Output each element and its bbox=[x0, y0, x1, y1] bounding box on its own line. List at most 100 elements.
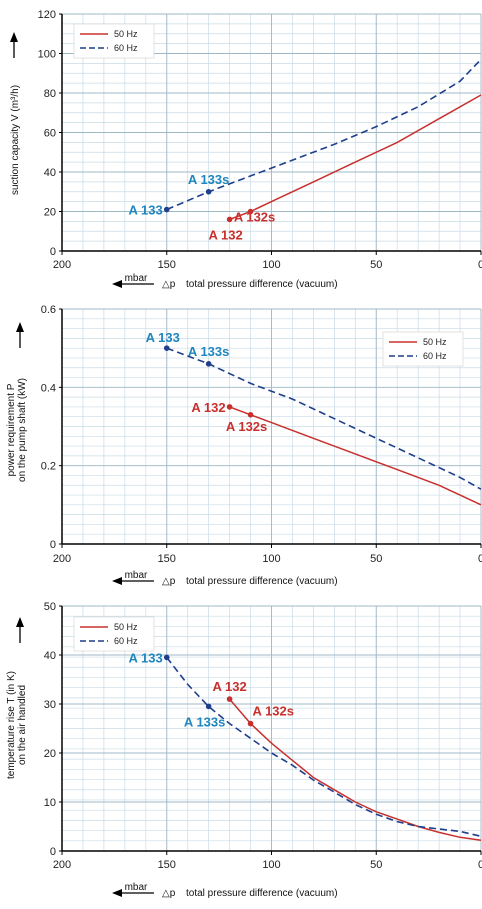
data-point-label: A 132 bbox=[208, 227, 242, 242]
x-axis-unit: mbar bbox=[125, 882, 148, 893]
legend-box bbox=[73, 616, 155, 652]
data-point-label: A 133s bbox=[188, 172, 229, 187]
legend-label-s50: 50 Hz bbox=[114, 29, 138, 39]
x-axis-label: mbar △p total pressure difference (vacuum) bbox=[112, 273, 338, 290]
x-tick-label: 50 bbox=[370, 553, 382, 565]
data-point bbox=[247, 208, 254, 215]
data-point-label: A 133 bbox=[146, 330, 180, 345]
series-line-s50 bbox=[229, 698, 482, 841]
legend-box bbox=[382, 331, 464, 367]
data-point bbox=[247, 411, 254, 418]
y-axis-label-text: suction capacity V (m³/h) bbox=[10, 85, 21, 195]
y-axis-label-line-2: on the air handled bbox=[17, 685, 28, 765]
y-tick-label: 40 bbox=[44, 650, 56, 662]
data-point bbox=[163, 654, 170, 661]
data-point bbox=[226, 404, 233, 410]
x-axis-arrow-icon bbox=[112, 889, 122, 897]
x-tick-label: 100 bbox=[262, 259, 280, 271]
x-axis-symbol: △p bbox=[162, 888, 176, 899]
series-line-s50 bbox=[229, 406, 482, 506]
x-tick-label: 200 bbox=[53, 859, 71, 871]
y-tick-label: 0 bbox=[50, 246, 56, 258]
y-tick-label: 80 bbox=[44, 88, 56, 100]
data-point bbox=[226, 696, 233, 702]
y-tick-label: 20 bbox=[44, 748, 56, 760]
y-tick-label: 0.2 bbox=[41, 461, 56, 473]
legend: 50 Hz 60 Hz bbox=[73, 616, 155, 652]
y-axis-arrow-icon bbox=[16, 322, 24, 332]
series-line-s60 bbox=[166, 58, 482, 211]
y-axis-label-line-1: power requirement P bbox=[6, 383, 17, 476]
legend: 50 Hz 60 Hz bbox=[73, 23, 155, 59]
data-point-label: A 132 bbox=[191, 400, 225, 415]
y-tick-label: 20 bbox=[44, 207, 56, 219]
x-axis-label-text: total pressure difference (vacuum) bbox=[186, 576, 338, 587]
legend-label-s60: 60 Hz bbox=[114, 43, 138, 53]
chart-panel-3: 0 10 20 30 40 50 200 150 100 50 0 temperature rise … bbox=[6, 601, 482, 899]
x-tick-label: 150 bbox=[158, 259, 176, 271]
x-tick-label: 50 bbox=[370, 259, 382, 271]
data-point-label: A 133s bbox=[184, 714, 225, 729]
y-tick-label: 0 bbox=[50, 846, 56, 858]
data-point bbox=[247, 720, 254, 727]
y-axis-arrow-icon bbox=[16, 617, 24, 627]
x-axis-label: mbar △p total pressure difference (vacuum) bbox=[112, 570, 338, 587]
legend-label-s60: 60 Hz bbox=[423, 351, 447, 361]
x-axis-arrow-icon bbox=[112, 280, 122, 288]
legend-label-s50: 50 Hz bbox=[114, 622, 138, 632]
y-axis-label: temperature rise T (in K) on the air hand… bbox=[6, 671, 28, 779]
y-axis-label: suction capacity V (m³/h) bbox=[10, 85, 21, 195]
data-point-label: A 132s bbox=[253, 704, 294, 719]
x-axis-unit: mbar bbox=[125, 273, 148, 284]
x-tick-label: 100 bbox=[262, 553, 280, 565]
y-tick-label: 40 bbox=[44, 167, 56, 179]
series-group bbox=[166, 58, 482, 221]
x-tick-label: 100 bbox=[262, 859, 280, 871]
x-tick-label: 150 bbox=[158, 859, 176, 871]
series-group bbox=[166, 657, 482, 841]
series-line-s60 bbox=[166, 347, 482, 490]
data-point-label: A 133s bbox=[188, 344, 229, 359]
data-point-label: A 132s bbox=[234, 210, 275, 225]
x-axis-label-text: total pressure difference (vacuum) bbox=[186, 279, 338, 290]
data-point-label: A 132 bbox=[212, 679, 246, 694]
data-point-label: A 133 bbox=[129, 650, 163, 665]
y-tick-label: 50 bbox=[44, 601, 56, 613]
y-tick-label: 10 bbox=[44, 797, 56, 809]
chart-panel-1: 0 20 40 60 80 100 120 200 150 100 50 0 suction capac… bbox=[10, 9, 482, 290]
x-axis-unit: mbar bbox=[125, 570, 148, 581]
x-tick-label: 0 bbox=[478, 859, 482, 871]
data-point-label: A 132s bbox=[226, 419, 267, 434]
x-tick-label: 200 bbox=[53, 259, 71, 271]
x-axis-arrow-icon bbox=[112, 577, 122, 585]
x-tick-label: 200 bbox=[53, 553, 71, 565]
points-group: A 133 A 133s A 132 A 132s bbox=[129, 650, 294, 729]
series-group bbox=[166, 347, 482, 506]
y-tick-label: 0.6 bbox=[41, 304, 56, 316]
y-axis-label-line-1: temperature rise T (in K) bbox=[6, 671, 17, 779]
y-tick-label: 0 bbox=[50, 539, 56, 551]
x-tick-label: 0 bbox=[478, 259, 482, 271]
y-axis-label-line-2: on the pump shaft (kW) bbox=[17, 378, 28, 482]
y-tick-label: 100 bbox=[38, 49, 56, 61]
x-tick-label: 50 bbox=[370, 859, 382, 871]
data-point bbox=[205, 361, 212, 367]
y-tick-label: 30 bbox=[44, 699, 56, 711]
legend: 50 Hz 60 Hz bbox=[382, 331, 464, 367]
x-axis-symbol: △p bbox=[162, 279, 176, 290]
series-line-s60 bbox=[166, 657, 482, 838]
legend-label-s60: 60 Hz bbox=[114, 636, 138, 646]
data-point bbox=[163, 206, 170, 213]
x-axis-label-text: total pressure difference (vacuum) bbox=[186, 888, 338, 899]
series-line-s50 bbox=[229, 94, 482, 221]
y-tick-label: 120 bbox=[38, 9, 56, 21]
y-tick-label: 60 bbox=[44, 128, 56, 140]
x-axis-symbol: △p bbox=[162, 576, 176, 587]
x-tick-label: 0 bbox=[478, 553, 482, 565]
x-axis-label: mbar △p total pressure difference (vacuum) bbox=[112, 882, 338, 899]
y-axis-arrow-icon bbox=[10, 32, 18, 42]
y-tick-label: 0.4 bbox=[41, 382, 56, 394]
